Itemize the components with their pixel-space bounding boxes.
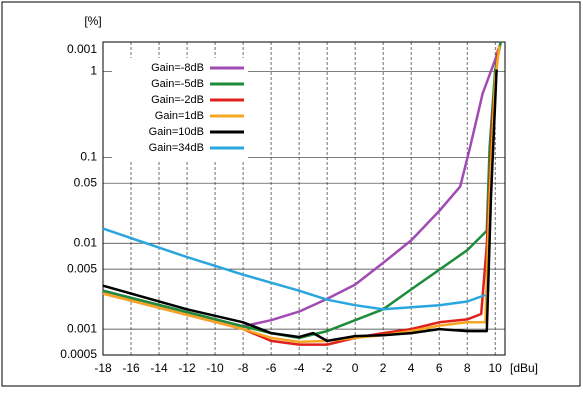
x-tick-label: -10 xyxy=(206,361,224,375)
legend-label: Gain=34dB xyxy=(149,142,204,154)
legend-label: Gain=-8dB xyxy=(151,62,204,74)
y-tick-label: 0.001 xyxy=(67,321,97,335)
y-tick-label: 0.01 xyxy=(74,235,98,249)
x-tick-label: -2 xyxy=(322,361,333,375)
y-tick-label: 0.005 xyxy=(67,261,97,275)
x-tick-label: 6 xyxy=(436,361,443,375)
x-tick-label: 4 xyxy=(408,361,415,375)
legend-box xyxy=(112,58,248,160)
x-axis-label: [dBu] xyxy=(510,361,538,375)
y-tick-label: 0.05 xyxy=(74,175,98,189)
legend-label: Gain=10dB xyxy=(149,126,204,138)
x-tick-label: 10 xyxy=(489,361,503,375)
x-tick-label: 2 xyxy=(380,361,387,375)
x-tick-label: -16 xyxy=(122,361,140,375)
y-tick-label: 0.0005 xyxy=(60,347,97,361)
x-tick-label: -12 xyxy=(178,361,196,375)
legend-label: Gain=1dB xyxy=(155,110,204,122)
x-tick-label: -14 xyxy=(150,361,168,375)
series-line xyxy=(102,49,500,346)
x-tick-label: -6 xyxy=(266,361,277,375)
series-line xyxy=(102,69,498,343)
plot-border xyxy=(102,41,506,356)
x-tick-label: -8 xyxy=(238,361,249,375)
legend-label: Gain=-2dB xyxy=(151,94,204,106)
y-tick-label: 0.1 xyxy=(80,149,97,163)
x-tick-label: 8 xyxy=(464,361,471,375)
x-tick-label: 0 xyxy=(352,361,359,375)
top-label: 0.001 xyxy=(67,42,97,56)
legend-label: Gain=-5dB xyxy=(151,78,204,90)
series-line xyxy=(102,227,486,311)
x-tick-label: -18 xyxy=(94,361,112,375)
y-tick-label: 1 xyxy=(90,64,97,78)
x-tick-label: -4 xyxy=(294,361,305,375)
series-line xyxy=(102,41,502,328)
y-axis-label: [%] xyxy=(84,14,101,28)
